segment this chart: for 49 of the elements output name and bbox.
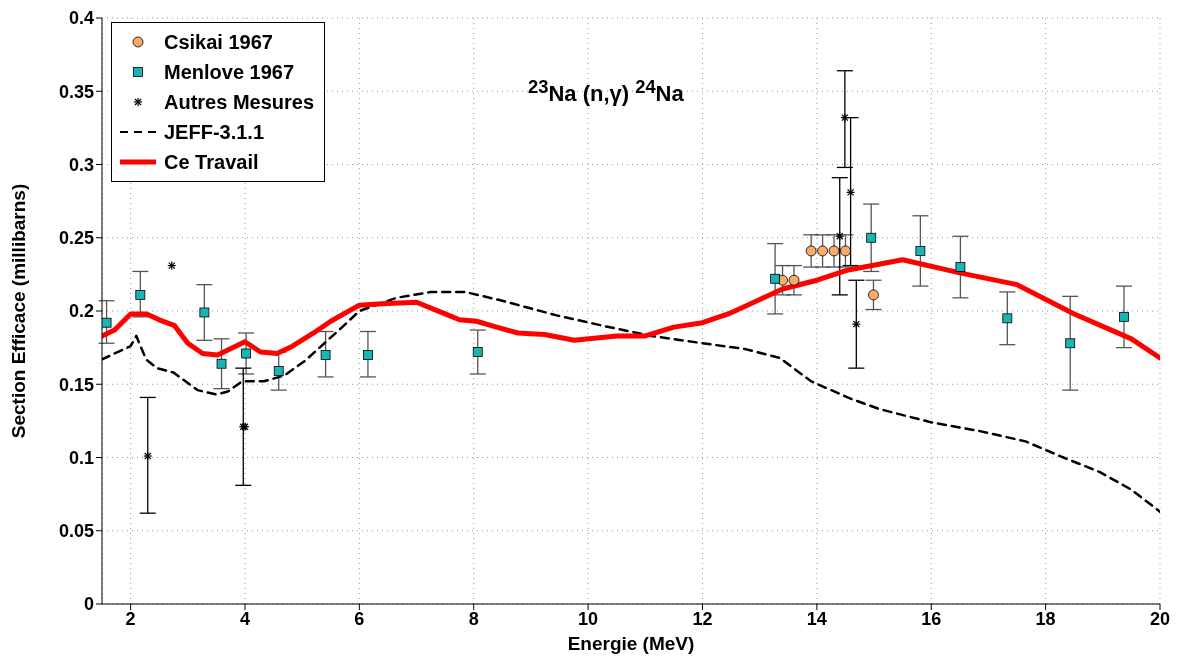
point	[363, 350, 373, 360]
y-tick-label: 0.25	[58, 228, 94, 249]
x-tick-label: 14	[806, 608, 827, 629]
point	[472, 347, 483, 357]
x-tick-label: 16	[921, 608, 942, 629]
x-tick-label: 4	[239, 608, 250, 629]
legend-label: Csikai 1967	[164, 30, 273, 55]
point	[955, 262, 966, 272]
point	[915, 246, 926, 256]
point	[241, 348, 252, 359]
point	[1065, 338, 1076, 349]
y-tick-label: 0	[83, 594, 94, 615]
point	[135, 289, 146, 300]
y-tick-label: 0.35	[58, 81, 94, 102]
x-tick-label: 8	[468, 608, 479, 629]
point	[102, 317, 112, 328]
y-tick-label: 0.15	[58, 374, 94, 395]
y-axis-title: Section Efficace (millibarns)	[7, 183, 29, 439]
point	[788, 274, 800, 286]
x-tick-label: 20	[1149, 608, 1171, 629]
x-tick-label: 12	[692, 608, 713, 629]
legend-label: Autres Mesures	[164, 90, 315, 115]
y-tick-label: 0.1	[68, 447, 94, 468]
legend-label: Ce Travail	[164, 150, 259, 175]
y-tick-label: 0.3	[68, 154, 94, 175]
point	[840, 245, 851, 257]
point	[1119, 311, 1129, 322]
point	[828, 245, 840, 257]
point	[199, 307, 210, 318]
legend-label: Menlove 1967	[164, 60, 295, 85]
point	[817, 245, 828, 257]
point	[868, 289, 879, 301]
x-tick-label: 2	[125, 608, 136, 629]
point	[216, 358, 227, 369]
x-axis-title: Energie (MeV)	[567, 633, 695, 654]
point	[273, 366, 284, 376]
point	[1002, 313, 1013, 324]
point	[866, 232, 877, 243]
y-tick-label: 0.2	[68, 301, 94, 322]
point	[320, 350, 331, 360]
y-tick-label: 0.4	[68, 8, 94, 29]
point	[805, 245, 817, 257]
x-tick-label: 18	[1035, 608, 1056, 629]
x-tick-label: 10	[578, 608, 599, 629]
legend-label: JEFF-3.1.1	[164, 120, 265, 145]
text: $^{23}$Na (n,γ) $^{24}$Na	[528, 76, 684, 108]
y-tick-label: 0.05	[58, 521, 94, 542]
x-tick-label: 6	[354, 608, 365, 629]
point	[770, 273, 781, 284]
